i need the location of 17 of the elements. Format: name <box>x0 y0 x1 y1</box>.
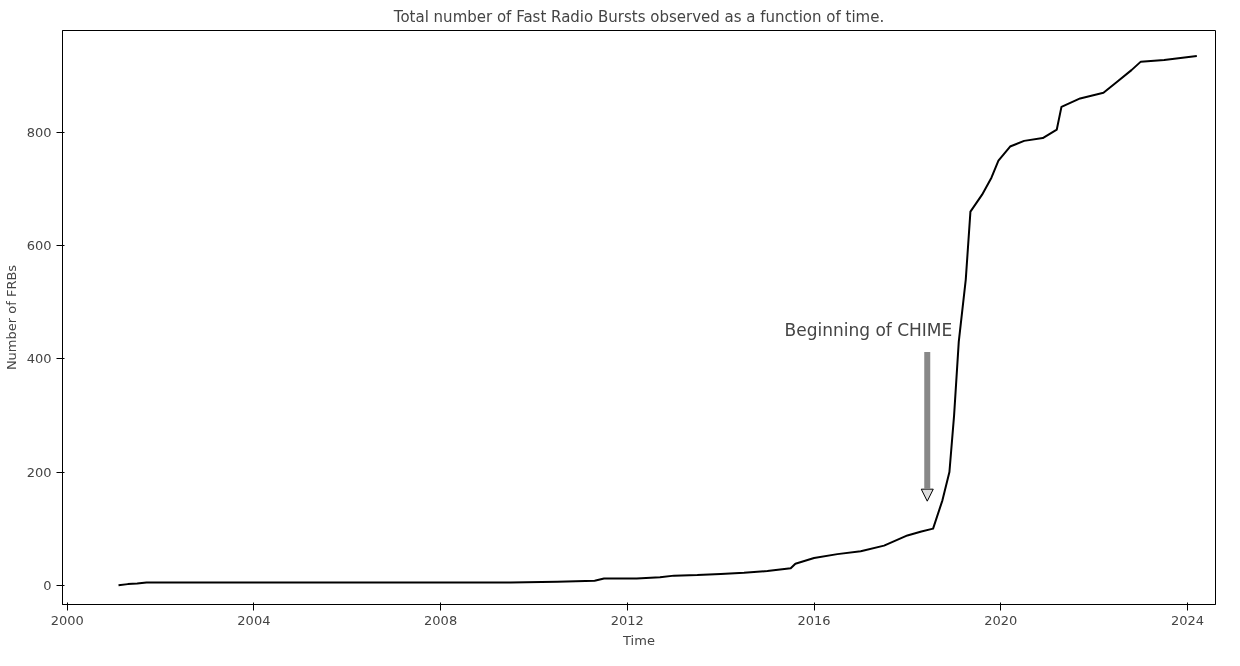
x-tick-label: 2004 <box>237 612 271 628</box>
line-series <box>117 54 1198 587</box>
y-tick-label: 600 <box>26 238 52 254</box>
y-tick-label: 800 <box>26 124 52 140</box>
chart-title: Total number of Fast Radio Bursts observed as a function of time. <box>392 7 885 26</box>
x-tick-label: 2016 <box>797 612 831 628</box>
x-axis-title: Time <box>622 632 655 648</box>
x-tick-label: 2012 <box>610 612 644 628</box>
x-tick-label: 2000 <box>50 612 84 628</box>
y-tick-label: 0 <box>43 577 52 593</box>
x-tick-label: 2024 <box>1170 612 1205 628</box>
x-tick-label: 2008 <box>424 612 458 628</box>
y-tick-label: 400 <box>26 351 52 367</box>
annotation: Beginning of CHIME <box>784 320 953 341</box>
y-tick-label: 200 <box>26 464 52 480</box>
x-tick-label: 2020 <box>984 612 1018 628</box>
y-axis-title: Number of FRBs <box>3 264 19 371</box>
